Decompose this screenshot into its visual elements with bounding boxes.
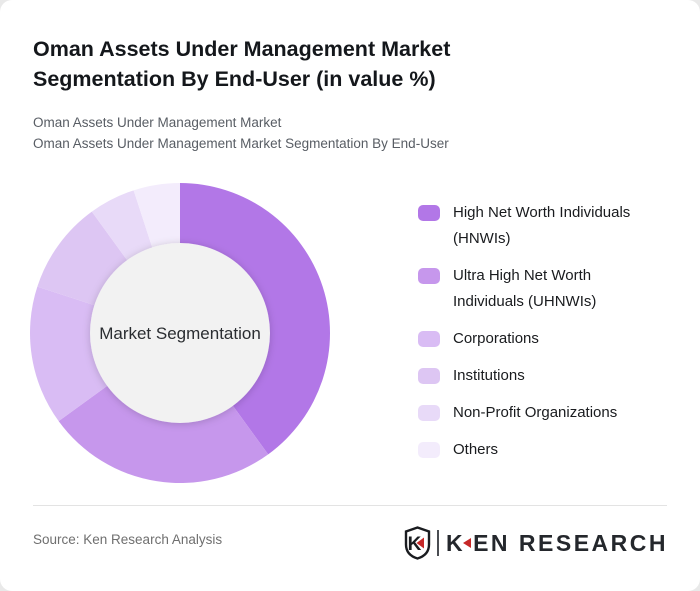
legend-item-institutions: Institutions xyxy=(418,363,666,389)
brand-rest: EN RESEARCH xyxy=(473,529,668,556)
legend-label-uhnwis: Ultra High Net Worth Individuals (UHNWIs… xyxy=(453,267,597,310)
subtitle-line-2: Oman Assets Under Management Market Segm… xyxy=(33,136,449,151)
legend-swatch-institutions xyxy=(418,368,440,384)
donut-hole xyxy=(90,243,270,423)
legend-label-others: Others xyxy=(453,441,499,458)
legend-swatch-others xyxy=(418,442,440,458)
donut-chart-svg: Market Segmentation xyxy=(29,183,330,483)
legend-swatch-hnwis xyxy=(418,205,440,221)
shield-letter: K xyxy=(408,534,422,555)
title-line-1: Oman Assets Under Management Market xyxy=(33,37,451,61)
donut-chart: Market Segmentation xyxy=(10,173,350,493)
logo-separator xyxy=(436,530,439,556)
brand-wordmark: K EN RESEARCH xyxy=(446,530,668,557)
legend-label-nonprofit: Non-Profit Organizations xyxy=(453,404,618,421)
legend-swatch-corporations xyxy=(418,331,440,347)
ken-research-shield-icon: K xyxy=(404,526,431,560)
legend-item-nonprofit: Non-Profit Organizations xyxy=(418,400,666,426)
page-title: Oman Assets Under Management Market Segm… xyxy=(33,34,633,94)
legend-label-institutions: Institutions xyxy=(453,367,525,384)
legend-item-uhnwis: Ultra High Net Worth Individuals (UHNWIs… xyxy=(418,263,666,315)
legend-item-hnwis: High Net Worth Individuals (HNWIs) xyxy=(418,200,666,252)
legend-item-corporations: Corporations xyxy=(418,326,666,352)
chart-legend: High Net Worth Individuals (HNWIs) Ultra… xyxy=(418,200,666,474)
legend-label-corporations: Corporations xyxy=(453,330,539,347)
legend-label-hnwis: High Net Worth Individuals (HNWIs) xyxy=(453,204,631,247)
subtitle-line-1: Oman Assets Under Management Market xyxy=(33,115,282,130)
brand-k: K xyxy=(445,529,466,556)
shield-accent-triangle xyxy=(416,537,424,549)
footer-divider xyxy=(33,505,667,506)
brand-accent-triangle xyxy=(463,538,472,548)
title-line-2: Segmentation By End-User (in value %) xyxy=(33,67,436,91)
chart-subtitle: Oman Assets Under Management Market Oman… xyxy=(33,112,673,154)
legend-item-others: Others xyxy=(418,437,666,463)
legend-swatch-uhnwis xyxy=(418,268,440,284)
ken-research-logo: K K EN RESEARCH xyxy=(404,525,668,561)
donut-center-label: Market Segmentation xyxy=(99,324,261,343)
legend-swatch-nonprofit xyxy=(418,405,440,421)
source-note: Source: Ken Research Analysis xyxy=(33,532,223,547)
